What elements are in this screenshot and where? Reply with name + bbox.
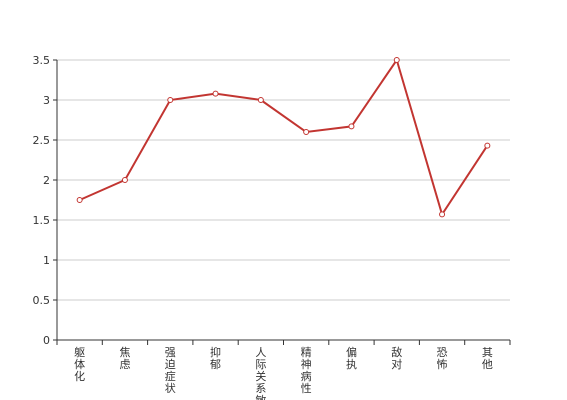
x-tick-label: 偏执: [346, 345, 357, 371]
point: [76, 197, 83, 203]
line: [79, 57, 489, 217]
point: [484, 142, 491, 149]
y-tick-label: 2.5: [33, 134, 51, 147]
point: [167, 97, 174, 103]
x-tick-label: 抑郁: [210, 345, 221, 371]
point: [212, 90, 219, 97]
y-tick-label: 2: [43, 174, 50, 187]
point: [257, 97, 264, 103]
x-tick-label: 精神病性: [301, 346, 312, 395]
x-tick-label: 其他: [482, 346, 493, 371]
x-tick-label: 人际关系敏感: [255, 346, 266, 400]
y-tick-label: 3.5: [33, 54, 51, 67]
y-tick-label: 0.5: [33, 294, 51, 307]
x-tick-label: 强迫症状: [165, 346, 176, 395]
y-tick-label: 0: [43, 334, 50, 347]
point: [393, 57, 400, 63]
x-tick-label: 恐怖: [437, 346, 448, 371]
point: [348, 123, 355, 130]
y-tick-label: 1.5: [33, 214, 51, 227]
point: [303, 129, 310, 135]
y-tick-label: 1: [43, 254, 50, 267]
x-tick-label: 敌对: [391, 345, 402, 371]
x-tick-label: 焦虑: [119, 346, 130, 371]
point: [439, 211, 446, 218]
y-tick-label: 3: [43, 94, 50, 107]
x-tick-label: 躯体化: [74, 346, 85, 383]
point: [121, 177, 128, 183]
